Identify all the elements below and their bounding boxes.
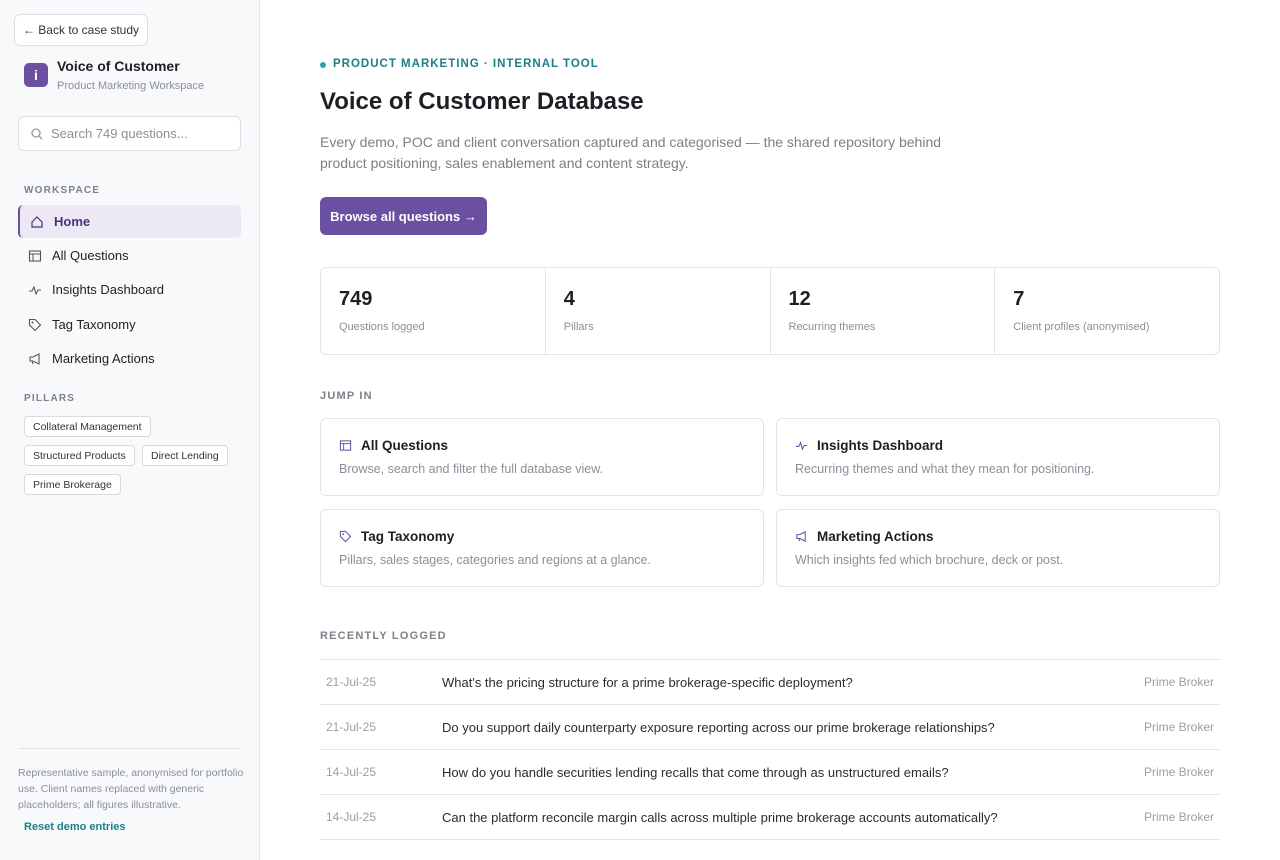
description: Every demo, POC and client conversation … (320, 134, 942, 171)
row-question: Do you support daily counterparty exposu… (442, 720, 995, 735)
row-question: What's the pricing structure for a prime… (442, 675, 853, 690)
jump-card[interactable]: Marketing Actions Which insights fed whic… (776, 509, 1220, 587)
table-row[interactable]: 21-Jul-25 What's the pricing structure fo… (320, 660, 1220, 705)
divider (18, 748, 241, 749)
stats: 749 Questions logged 4 Pillars 12 Recurring… (320, 267, 1220, 355)
page-title: Voice of Customer Database (320, 88, 644, 115)
back-button[interactable]: ← Back to case study (14, 14, 148, 46)
search-box[interactable]: Search 749 questions... (18, 116, 241, 151)
nav-label: Marketing Actions (52, 351, 155, 366)
row-date: 14-Jul-25 (326, 810, 377, 824)
app-subtitle: Product Marketing Workspace (57, 80, 205, 92)
pillar-tag[interactable]: Direct Lending (142, 445, 228, 466)
table-row[interactable]: 14-Jul-25 Can the platform reconcile marg… (320, 795, 1220, 840)
logo: i (24, 63, 48, 87)
stat-label: Client profiles (anonymised) (1013, 321, 1150, 333)
stat-value: 4 (563, 288, 575, 310)
nav-item[interactable]: Marketing Actions (18, 342, 241, 375)
card-title: All Questions (361, 438, 449, 453)
card-title: Marketing Actions (817, 529, 934, 544)
row-date: 21-Jul-25 (326, 720, 377, 734)
recent-table: 21-Jul-25 What's the pricing structure fo… (320, 659, 1220, 840)
row-pillar: Prime Broker (1143, 765, 1214, 779)
stat-label: Recurring themes (788, 321, 876, 333)
nav-label: Insights Dashboard (52, 282, 165, 297)
jump-card[interactable]: All Questions Browse, search and filter t… (320, 418, 764, 496)
card-description: Recurring themes and what they mean for … (795, 462, 1095, 476)
nav-label: Tag Taxonomy (52, 317, 136, 332)
row-question: Can the platform reconcile margin calls … (442, 810, 998, 825)
nav-label: Home (54, 214, 91, 229)
pillar-tag[interactable]: Collateral Management (24, 416, 151, 437)
icon (31, 216, 43, 228)
nav-item[interactable]: Insights Dashboard (18, 273, 241, 306)
row-date: 21-Jul-25 (326, 675, 377, 689)
search-placeholder: Search 749 questions... (51, 126, 188, 141)
pillar-tag[interactable]: Prime Brokerage (24, 474, 121, 495)
icon (28, 250, 42, 262)
icon (29, 353, 40, 365)
icon (339, 440, 352, 451)
sidebar: ← Back to case study i Voice of Customer… (0, 0, 260, 860)
footer-note: Representative sample, anonymised for po… (18, 767, 244, 811)
icon (796, 531, 806, 542)
card-title: Insights Dashboard (817, 438, 944, 453)
table-row[interactable]: 21-Jul-25 Do you support daily counterpar… (320, 705, 1220, 750)
stat-label: Questions logged (339, 321, 425, 333)
stat-value: 7 (1013, 288, 1025, 310)
icon (28, 318, 42, 332)
icon (339, 530, 352, 543)
stat: 7 Client profiles (anonymised) (995, 268, 1219, 354)
nav-label: All Questions (52, 248, 129, 263)
jump-card[interactable]: Tag Taxonomy Pillars, sales stages, categ… (320, 509, 764, 587)
row-question: How do you handle securities lending rec… (442, 765, 949, 780)
search-icon (31, 128, 43, 140)
section-label: JUMP IN (320, 390, 373, 402)
stat-value: 12 (788, 288, 811, 310)
card-description: Pillars, sales stages, categories and re… (339, 553, 651, 567)
nav-item[interactable]: Tag Taxonomy (18, 308, 241, 341)
stat: 749 Questions logged (321, 268, 546, 354)
card-description: Which insights fed which brochure, deck … (795, 553, 1064, 567)
section-label: RECENTLY LOGGED (320, 630, 447, 642)
jump-card[interactable]: Insights Dashboard Recurring themes and w… (776, 418, 1220, 496)
stat: 12 Recurring themes (771, 268, 996, 354)
app-title: Voice of Customer (57, 58, 180, 74)
stat: 4 Pillars (546, 268, 771, 354)
table-row[interactable]: 14-Jul-25 How do you handle securities le… (320, 750, 1220, 795)
main: PRODUCT MARKETING · INTERNAL TOOL Voice … (320, 0, 1220, 860)
reset-link[interactable]: Reset demo entries (24, 821, 126, 833)
nav-item[interactable]: All Questions (18, 239, 241, 272)
row-pillar: Prime Broker (1143, 720, 1214, 734)
pillar-tag[interactable]: Structured Products (24, 445, 135, 466)
row-date: 14-Jul-25 (326, 765, 377, 779)
row-pillar: Prime Broker (1143, 810, 1214, 824)
icon (29, 285, 41, 296)
section-label: WORKSPACE (24, 185, 101, 196)
stat-value: 749 (339, 288, 373, 310)
browse-button[interactable]: Browse all questions → (320, 197, 487, 235)
icon (795, 441, 808, 451)
card-description: Browse, search and filter the full datab… (339, 462, 604, 476)
nav-item[interactable]: Home (18, 205, 241, 238)
section-label: PILLARS (24, 393, 76, 404)
card-title: Tag Taxonomy (361, 529, 455, 544)
eyebrow: PRODUCT MARKETING · INTERNAL TOOL (320, 58, 599, 70)
stat-label: Pillars (563, 321, 594, 333)
row-pillar: Prime Broker (1143, 675, 1214, 689)
